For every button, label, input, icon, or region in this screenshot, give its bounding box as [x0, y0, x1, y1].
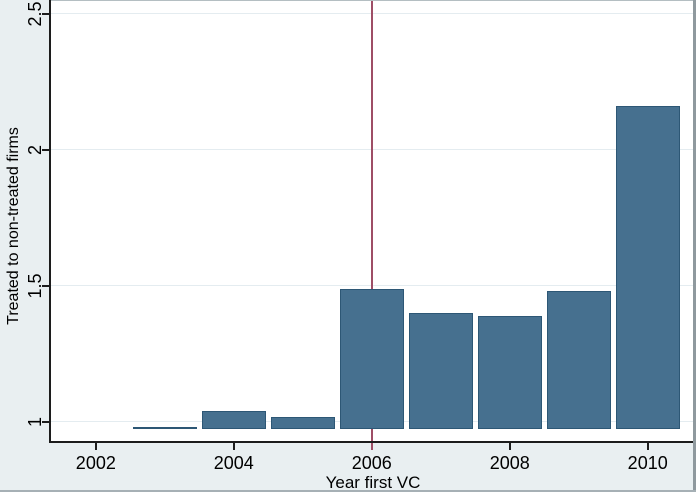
bar-2004 — [201, 411, 266, 429]
x-tick-label: 2006 — [351, 453, 392, 473]
x-tick — [232, 443, 235, 450]
bar-2005 — [270, 416, 335, 430]
x-tick — [646, 443, 649, 450]
y-axis-line — [49, 0, 51, 443]
x-axis-title: Year first VC — [325, 473, 421, 492]
y-tick — [42, 12, 50, 15]
y-tick — [42, 284, 50, 287]
x-tick-label: 2004 — [213, 453, 254, 473]
x-tick — [94, 443, 97, 450]
reference-vline — [370, 0, 373, 441]
gridline — [51, 285, 696, 287]
y-tick-label: 1 — [25, 416, 45, 427]
y-tick-label: 1.5 — [25, 273, 45, 299]
y-axis-title: Treated to non-treated firms — [5, 127, 22, 325]
x-axis-line — [49, 441, 696, 443]
y-tick — [42, 420, 50, 423]
y-tick-label: 2.5 — [25, 1, 45, 27]
bar-2006 — [339, 288, 404, 429]
y-tick-label: 2 — [25, 144, 45, 155]
border-bottom — [0, 490, 696, 492]
bar-2009 — [546, 291, 611, 429]
bar-2003 — [132, 427, 197, 430]
gridline — [51, 149, 696, 151]
bar-2010 — [615, 106, 680, 429]
x-tick-label: 2008 — [489, 453, 530, 473]
bar-2008 — [477, 315, 542, 429]
x-tick — [370, 443, 373, 450]
border-top — [51, 0, 696, 1]
x-tick-label: 2002 — [75, 453, 116, 473]
gridline — [51, 13, 696, 15]
border-right — [693, 0, 696, 492]
bar-2007 — [408, 313, 473, 429]
x-tick-label: 2010 — [627, 453, 668, 473]
y-tick — [42, 148, 50, 151]
x-tick — [508, 443, 511, 450]
